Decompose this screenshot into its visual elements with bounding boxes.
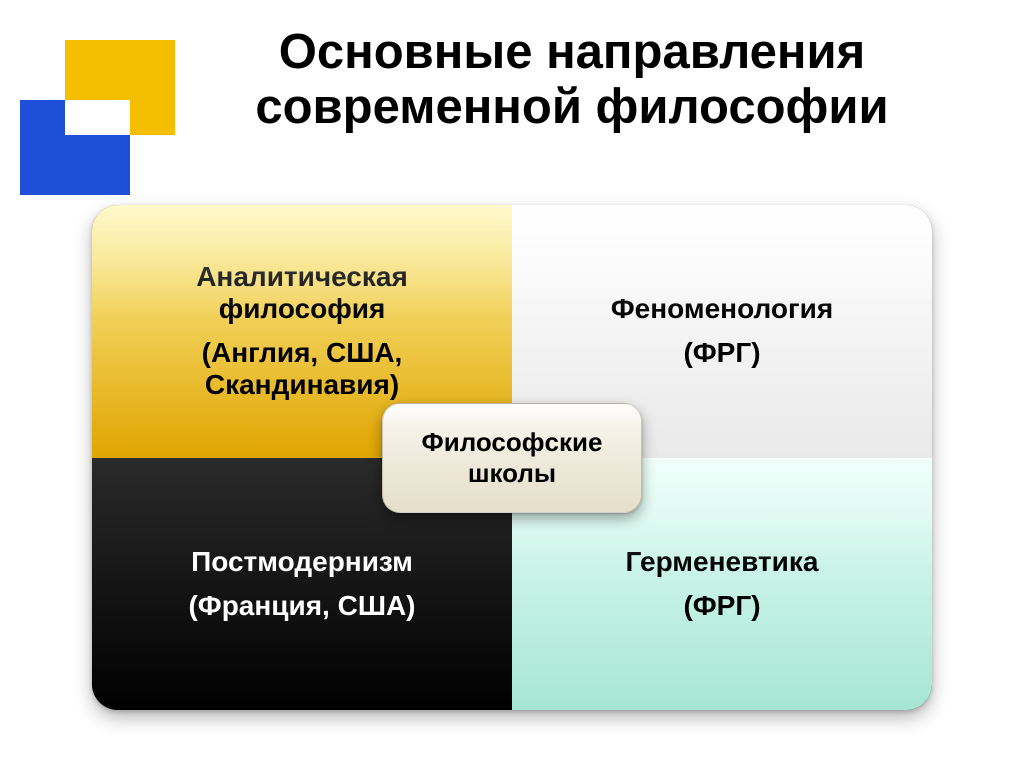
slide-title-line2: современной философии [140,80,1004,135]
center-line1: Философские [422,427,603,458]
quad-br-line1: Герменевтика [626,546,819,578]
quad-tl-line1: Аналитическая философия [118,261,486,325]
center-label-philosophical-schools: Философские школы [382,403,642,513]
quad-bl-line2: (Франция, США) [188,590,415,622]
slide-title: Основные направления современной философ… [140,25,1004,135]
slide-stage: Основные направления современной философ… [0,0,1024,767]
quad-tr-line1: Феноменология [611,293,833,325]
quad-tl-line2: (Англия, США, Скандинавия) [118,337,486,401]
quad-bl-line1: Постмодернизм [191,546,413,578]
quad-br-line2: (ФРГ) [683,590,760,622]
quad-tr-line2: (ФРГ) [683,337,760,369]
deco-square-overlap [65,100,130,135]
slide-title-line1: Основные направления [140,25,1004,80]
center-line2: школы [468,458,556,489]
